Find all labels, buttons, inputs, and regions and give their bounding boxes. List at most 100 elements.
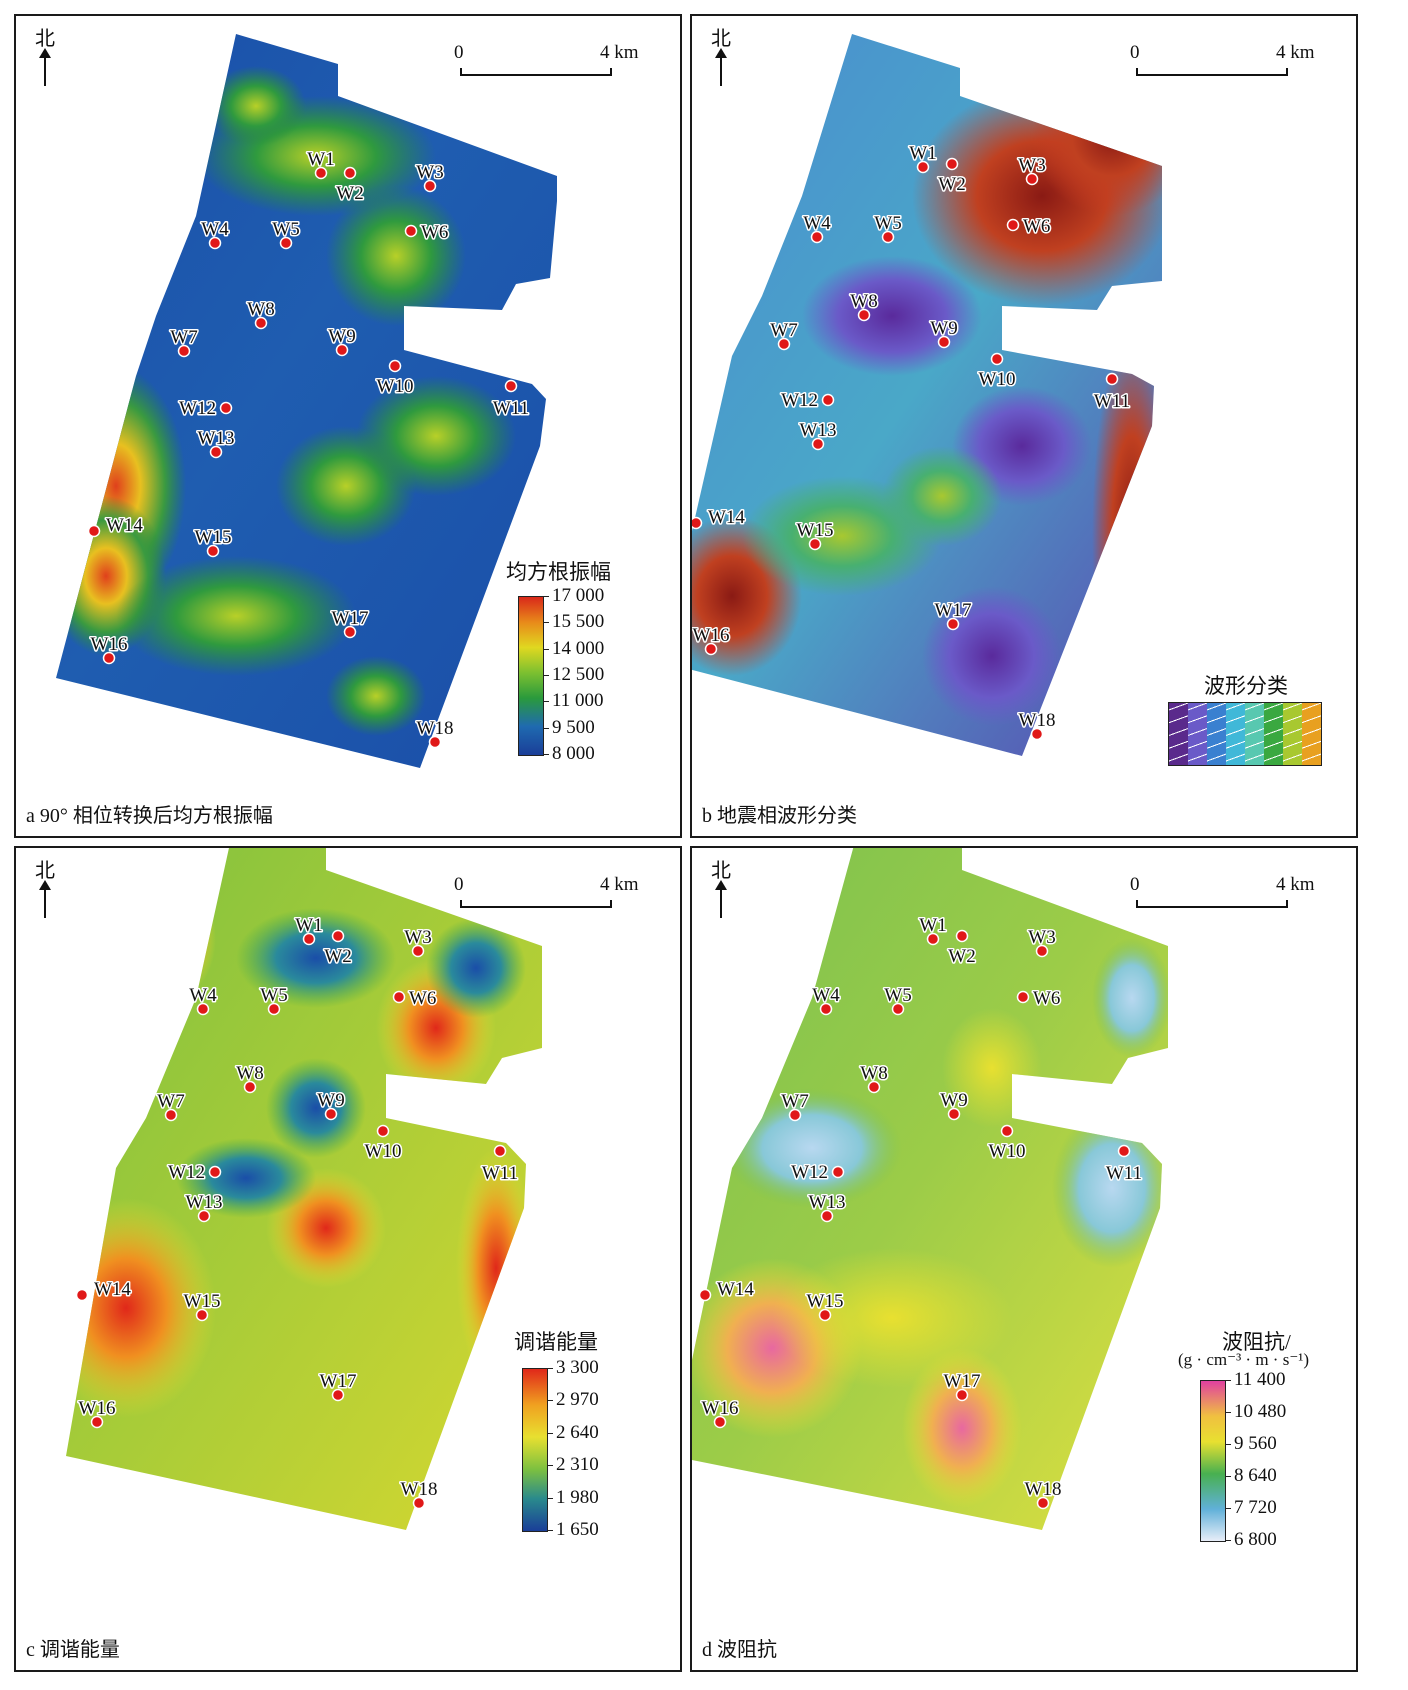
well-w15: W15 bbox=[795, 519, 835, 551]
well-w6: W6 bbox=[404, 221, 450, 245]
well-label: W17 bbox=[935, 600, 972, 621]
well-label: W10 bbox=[377, 376, 414, 397]
north-arrow: 北 bbox=[706, 860, 736, 918]
well-marker-icon bbox=[1030, 727, 1044, 741]
well-label: W6 bbox=[1023, 216, 1050, 237]
waveform-class-legend bbox=[1168, 702, 1322, 766]
well-marker-icon bbox=[945, 157, 959, 171]
well-marker-icon bbox=[1105, 372, 1119, 386]
well-w8: W8 bbox=[235, 1062, 265, 1094]
well-w10: W10 bbox=[987, 1124, 1027, 1164]
well-w5: W5 bbox=[883, 984, 913, 1016]
well-marker-icon bbox=[810, 230, 824, 244]
well-marker-icon bbox=[208, 236, 222, 250]
well-label: W3 bbox=[416, 162, 443, 183]
north-arrow: 北 bbox=[30, 28, 60, 86]
scale-bar: 0 4 km bbox=[1130, 42, 1346, 82]
well-marker-icon bbox=[947, 1107, 961, 1121]
well-marker-icon bbox=[195, 1308, 209, 1322]
well-marker-icon bbox=[343, 625, 357, 639]
well-label: W3 bbox=[404, 927, 431, 948]
well-label: W1 bbox=[307, 149, 334, 170]
well-marker-icon bbox=[335, 343, 349, 357]
legend-tick-label: 1 650 bbox=[556, 1519, 599, 1540]
scale-bar: 0 4 km bbox=[454, 42, 670, 82]
well-w10: W10 bbox=[977, 352, 1017, 392]
well-label: W12 bbox=[781, 390, 818, 411]
well-w7: W7 bbox=[769, 319, 799, 351]
well-marker-icon bbox=[1035, 944, 1049, 958]
well-label: W5 bbox=[260, 985, 287, 1006]
well-marker-icon bbox=[314, 166, 328, 180]
well-marker-icon bbox=[937, 335, 951, 349]
well-w15: W15 bbox=[193, 526, 233, 558]
well-label: W18 bbox=[417, 718, 454, 739]
well-marker-icon bbox=[267, 1002, 281, 1016]
well-w13: W13 bbox=[807, 1191, 847, 1223]
well-marker-icon bbox=[1025, 172, 1039, 186]
legend-tick-label: 11 000 bbox=[552, 690, 604, 712]
waveform-class-swatch bbox=[1169, 703, 1188, 765]
well-marker-icon bbox=[819, 1002, 833, 1016]
legend-tick-label: 14 000 bbox=[552, 637, 605, 659]
well-marker-icon bbox=[1036, 1496, 1050, 1510]
well-label: W9 bbox=[940, 1090, 967, 1111]
north-arrow: 北 bbox=[706, 28, 736, 86]
scale-bar: 0 4 km bbox=[454, 874, 670, 914]
legend-tick-label: 2 640 bbox=[556, 1421, 599, 1443]
well-label: W5 bbox=[272, 219, 299, 240]
well-label: W6 bbox=[1033, 988, 1060, 1009]
well-label: W16 bbox=[702, 1398, 739, 1419]
well-label: W15 bbox=[807, 1291, 844, 1312]
waveform-class-swatch bbox=[1245, 703, 1264, 765]
well-label: W12 bbox=[168, 1162, 205, 1183]
well-w15: W15 bbox=[182, 1290, 222, 1322]
legend-tick-label: 11 400 bbox=[1234, 1369, 1286, 1390]
well-label: W14 bbox=[708, 507, 745, 528]
well-label: W15 bbox=[797, 520, 834, 541]
well-w1: W1 bbox=[908, 142, 938, 174]
well-w3: W3 bbox=[1017, 154, 1047, 186]
well-w7: W7 bbox=[780, 1090, 810, 1122]
well-w1: W1 bbox=[306, 148, 336, 180]
well-marker-icon bbox=[196, 1002, 210, 1016]
panel-rms-amplitude: W1 W2 W3 W4 W5 W6 W8 W7 W9 W10 W11 W12 W13 W14 W15 W17 W… bbox=[14, 14, 682, 838]
well-w18: W18 bbox=[1017, 709, 1057, 741]
well-w2: W2 bbox=[937, 157, 967, 197]
well-w9: W9 bbox=[327, 325, 357, 357]
well-marker-icon bbox=[881, 230, 895, 244]
well-label: W6 bbox=[421, 222, 448, 243]
well-w9: W9 bbox=[316, 1089, 346, 1121]
well-label: W1 bbox=[295, 915, 322, 936]
waveform-class-swatch bbox=[1226, 703, 1245, 765]
north-arrow-icon bbox=[39, 48, 51, 86]
well-label: W17 bbox=[944, 1371, 981, 1392]
panel-caption: b 地震相波形分类 bbox=[702, 805, 857, 827]
well-marker-icon bbox=[90, 1415, 104, 1429]
waveform-class-swatch bbox=[1207, 703, 1226, 765]
well-marker-icon bbox=[946, 617, 960, 631]
color-ramp bbox=[1200, 1380, 1226, 1542]
well-label: W11 bbox=[482, 1163, 518, 1184]
well-marker-icon bbox=[818, 1308, 832, 1322]
well-label: W13 bbox=[809, 1192, 846, 1213]
well-label: W10 bbox=[979, 369, 1016, 390]
well-w6: W6 bbox=[1016, 987, 1062, 1011]
well-marker-icon bbox=[87, 524, 101, 538]
well-label: W8 bbox=[850, 291, 877, 312]
well-w18: W18 bbox=[1023, 1478, 1063, 1510]
panel-acoustic-impedance: W1 W2 W3 W4 W5 W6 W8 W7 W9 W10 W11 W12 W13 W14 W15 W17 W… bbox=[690, 846, 1358, 1672]
color-ramp bbox=[522, 1368, 548, 1532]
legend-tick-label: 8 000 bbox=[552, 743, 595, 764]
well-marker-icon bbox=[392, 990, 406, 1004]
well-marker-icon bbox=[692, 516, 703, 530]
waveform-class-swatch bbox=[1302, 703, 1321, 765]
well-w11: W11 bbox=[1104, 1144, 1144, 1186]
well-w16: W16 bbox=[700, 1397, 740, 1429]
legend-tick-label: 8 640 bbox=[1234, 1465, 1277, 1486]
